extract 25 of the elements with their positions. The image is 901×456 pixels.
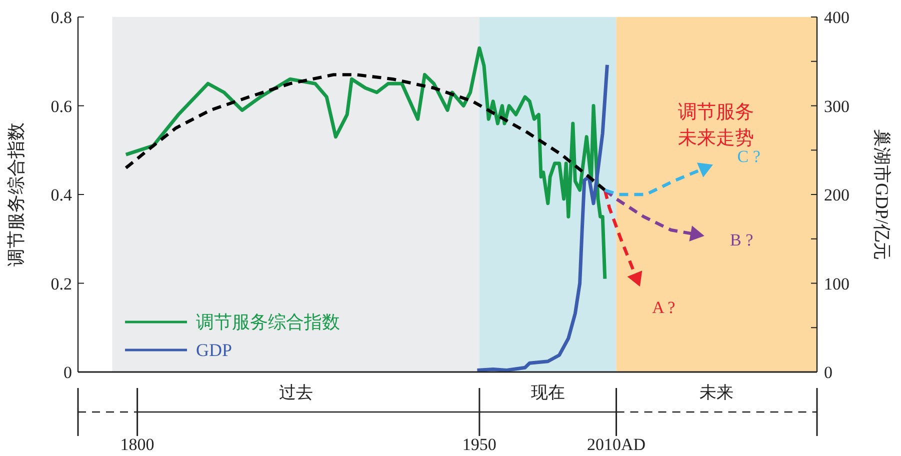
y-tick-label: 0.2	[50, 274, 72, 294]
annotation: 调节服务	[678, 102, 754, 123]
y-tick-label: 0	[64, 363, 72, 382]
y-tick-label: 0.8	[50, 8, 72, 27]
legend-label: 调节服务综合指数	[196, 312, 340, 332]
series-label: A ?	[652, 298, 676, 318]
annotation: 未来走势	[678, 128, 754, 149]
y2-tick-label: 100	[824, 274, 850, 294]
y2-tick-label: 300	[824, 96, 850, 116]
x-tick-label: 2010AD	[587, 435, 646, 454]
y2-axis-title: 巢湖市GDP/亿元	[872, 128, 892, 260]
legend-label: GDP	[196, 340, 232, 360]
band-label: 未来	[700, 383, 734, 402]
y2-tick-label: 0	[824, 363, 832, 382]
y-axis-title: 调节服务综合指数	[6, 122, 26, 266]
y-tick-label: 0.6	[50, 96, 72, 116]
band-label: 过去	[278, 383, 313, 402]
y2-tick-label: 400	[824, 8, 850, 27]
y2-tick-label: 200	[824, 186, 850, 204]
series-label: C ?	[737, 147, 760, 166]
x-tick-label: 1800	[120, 435, 154, 454]
band-label: 现在	[530, 383, 565, 402]
x-tick-label: 1950	[462, 435, 496, 454]
series-label: B ?	[730, 230, 754, 250]
y-tick-label: 0.4	[50, 186, 72, 204]
